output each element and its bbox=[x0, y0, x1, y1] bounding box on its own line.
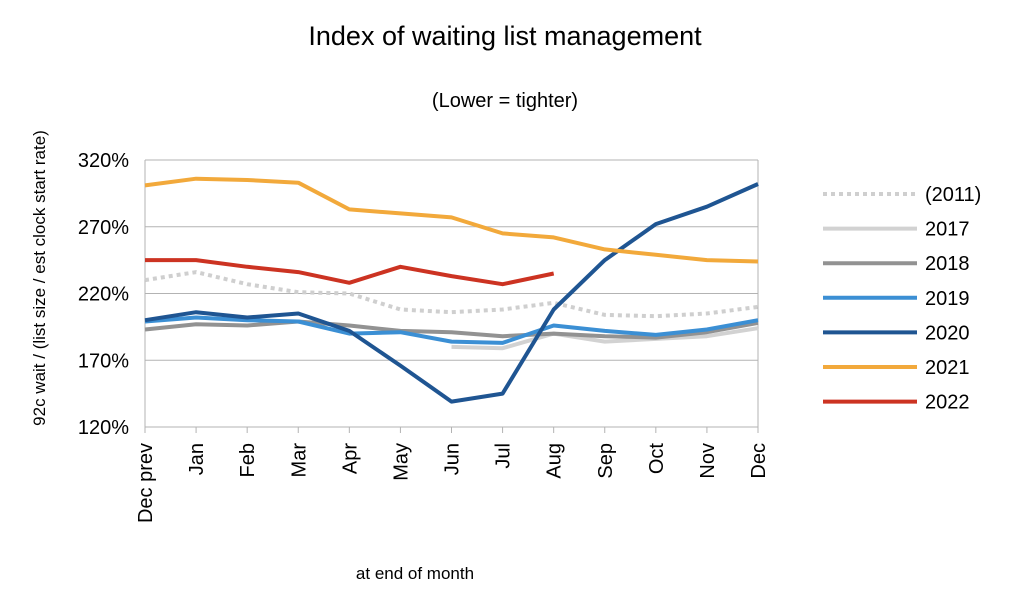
x-tick-labels: Dec prev Jan Feb Mar Apr May Jun Jul Aug Sep Oct No… bbox=[135, 443, 770, 523]
series-line-2021 bbox=[144, 176, 759, 264]
x-tick-label: Dec bbox=[748, 443, 770, 479]
legend-label: 2019 bbox=[925, 288, 970, 310]
x-tick-label: Dec prev bbox=[135, 443, 157, 523]
legend-label: 2022 bbox=[925, 392, 970, 414]
x-tick-label: Mar bbox=[288, 443, 310, 478]
x-tick-label: Nov bbox=[697, 443, 719, 479]
x-tick-label: Sep bbox=[595, 443, 617, 479]
series-line-2020 bbox=[144, 182, 759, 404]
series-lines bbox=[144, 176, 759, 404]
legend-label: 2020 bbox=[925, 322, 970, 344]
y-axis-label: 92c wait / (list size / est clock start … bbox=[30, 130, 49, 426]
y-tick-label: 120% bbox=[78, 417, 129, 439]
y-tick-label: 170% bbox=[78, 350, 129, 372]
chart-title: Index of waiting list management bbox=[308, 21, 702, 51]
series-line-2011 bbox=[144, 270, 759, 319]
series-line-2022 bbox=[145, 258, 555, 287]
gridlines bbox=[144, 159, 759, 433]
x-tick-label: Jan bbox=[186, 443, 208, 475]
legend-label: 2017 bbox=[925, 219, 970, 241]
legend-label: (2011) bbox=[925, 184, 981, 206]
series-line-2019 bbox=[144, 315, 759, 345]
y-tick-label: 320% bbox=[78, 150, 129, 172]
y-tick-labels: 120% 170% 220% 270% 320% bbox=[78, 150, 129, 439]
series-line-2018 bbox=[144, 319, 759, 340]
x-tick-label: May bbox=[390, 443, 412, 481]
y-tick-label: 220% bbox=[78, 284, 129, 306]
x-tick-label: Jun bbox=[442, 443, 464, 475]
x-tick-label: Apr bbox=[339, 443, 361, 474]
chart-subtitle: (Lower = tighter) bbox=[432, 90, 578, 112]
series-line-2017 bbox=[451, 326, 759, 351]
legend-label: 2021 bbox=[925, 357, 970, 379]
x-tick-label: Oct bbox=[646, 443, 668, 475]
x-tick-label: Jul bbox=[493, 443, 515, 469]
legend: (2011) 2017 2018 2019 2020 2021 2022 bbox=[823, 184, 981, 414]
y-tick-label: 270% bbox=[78, 217, 129, 239]
x-tick-label: Feb bbox=[237, 443, 259, 477]
legend-label: 2018 bbox=[925, 253, 970, 275]
x-axis-label: at end of month bbox=[356, 564, 474, 583]
x-tick-label: Aug bbox=[544, 443, 566, 479]
